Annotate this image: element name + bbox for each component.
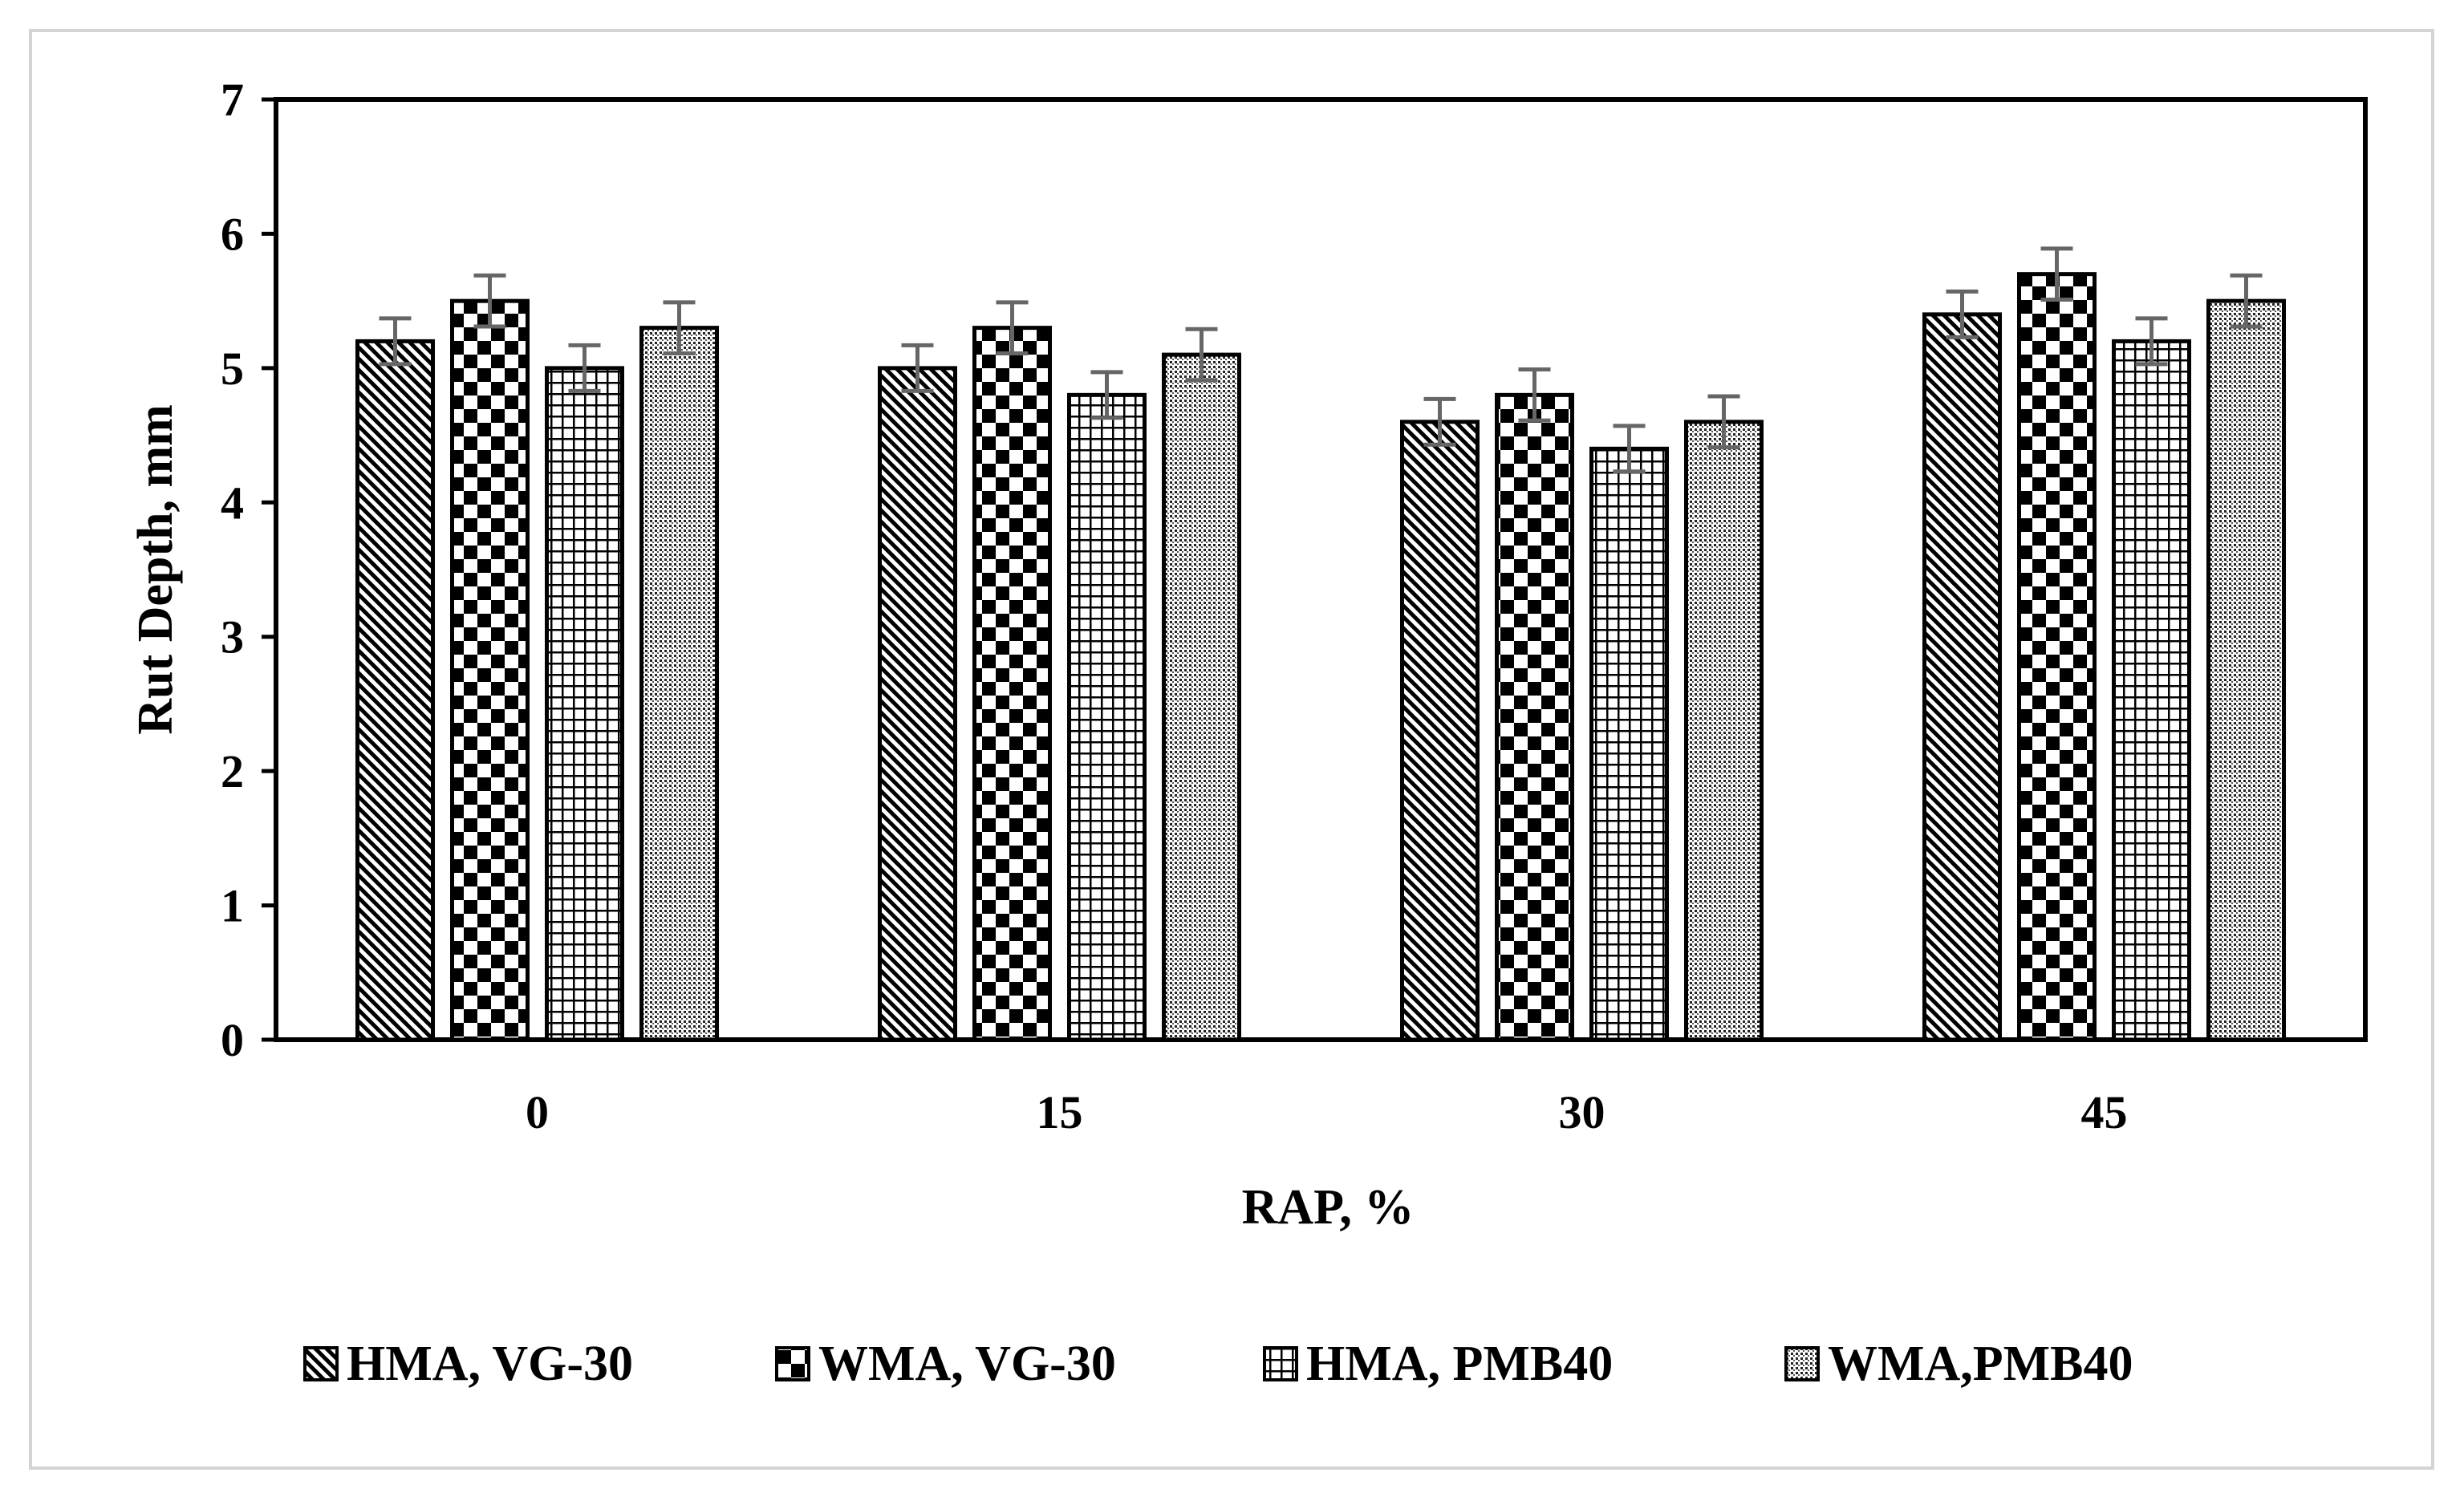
- x-tick-label: 0: [526, 1086, 549, 1138]
- bar: [545, 366, 624, 1042]
- bar: [1922, 312, 2002, 1042]
- error-bar: [1707, 394, 1740, 450]
- legend-label: WMA, VG-30: [818, 1337, 1116, 1391]
- bar: [1589, 446, 1669, 1042]
- x-axis-ticks: 0 15 30 45: [526, 1086, 2128, 1138]
- error-bar: [2135, 316, 2168, 367]
- legend-swatch: [303, 1346, 339, 1381]
- error-bar: [1090, 370, 1123, 420]
- error-bar: [1185, 327, 1218, 383]
- x-tick-label: 45: [2081, 1086, 2128, 1138]
- legend-label: HMA, VG-30: [347, 1337, 633, 1391]
- y-tick-label: 3: [221, 611, 244, 663]
- bars: [355, 246, 2286, 1042]
- legend-swatch: [775, 1346, 810, 1381]
- error-bar: [663, 300, 696, 355]
- bar: [1067, 392, 1147, 1042]
- bar: [878, 366, 957, 1042]
- y-tick-label: 5: [221, 343, 244, 395]
- error-bar: [2040, 246, 2073, 302]
- legend-swatch: [1263, 1346, 1298, 1381]
- bar: [450, 298, 530, 1042]
- legend-item: HMA, VG-30: [303, 1337, 633, 1391]
- error-bar: [1518, 367, 1551, 423]
- legend-item: WMA, VG-30: [775, 1337, 1116, 1391]
- bar: [1162, 352, 1241, 1042]
- legend: HMA, VG-30 WMA, VG-30 HMA, PMB40 WMA,PMB40: [303, 1337, 2133, 1391]
- bar: [2017, 272, 2097, 1042]
- error-bar: [379, 316, 412, 367]
- bar: [972, 326, 1052, 1042]
- bar: [2112, 339, 2191, 1042]
- legend-item: WMA,PMB40: [1784, 1337, 2133, 1391]
- error-bar: [901, 343, 934, 393]
- legend-swatch: [1784, 1346, 1820, 1381]
- bar: [639, 326, 719, 1042]
- y-tick-label: 0: [221, 1014, 244, 1066]
- y-tick-label: 2: [221, 745, 244, 797]
- y-tick-label: 7: [221, 74, 244, 126]
- error-bar: [2230, 273, 2263, 329]
- y-tick-label: 4: [221, 477, 244, 529]
- error-bar: [1613, 424, 1646, 474]
- x-tick-label: 30: [1559, 1086, 1605, 1138]
- x-axis-title: RAP, %: [1242, 1180, 1415, 1235]
- legend-label: WMA,PMB40: [1828, 1337, 2133, 1391]
- error-bar: [568, 343, 601, 393]
- y-axis-title: Rut Depth, mm: [128, 404, 183, 735]
- x-tick-label: 15: [1037, 1086, 1083, 1138]
- y-tick-label: 6: [221, 208, 244, 260]
- bar: [1400, 420, 1480, 1042]
- bar: [1495, 392, 1574, 1042]
- bar: [355, 339, 435, 1042]
- plot-area: [274, 97, 2368, 1042]
- error-bar: [1423, 396, 1456, 447]
- error-bar: [1946, 289, 1979, 339]
- error-bar: [996, 300, 1029, 355]
- y-axis-ticks: 0 1 2 3 4 5 6 7: [221, 74, 276, 1066]
- legend-item: HMA, PMB40: [1263, 1337, 1613, 1391]
- legend-label: HMA, PMB40: [1306, 1337, 1613, 1391]
- y-tick-label: 1: [221, 880, 244, 932]
- bar: [2206, 298, 2286, 1042]
- bar: [1684, 420, 1764, 1042]
- error-bar: [473, 273, 506, 329]
- figure-frame: [29, 29, 2434, 1470]
